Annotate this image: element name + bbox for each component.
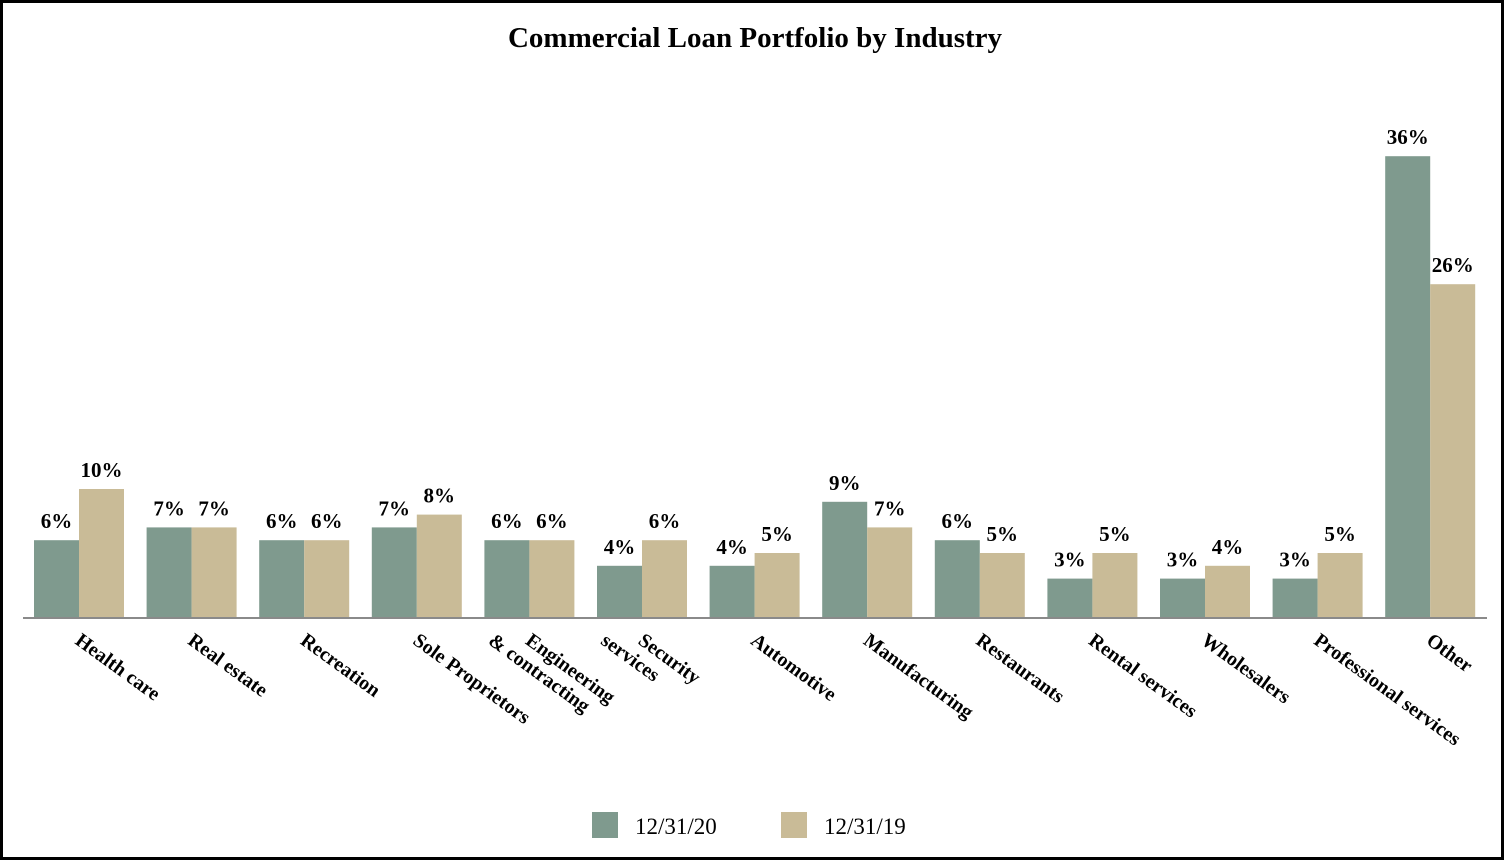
bar-series1-7 [822,501,868,617]
category-label-line: Other [1422,629,1476,677]
bars-layer [34,156,1476,617]
data-label: 6% [41,509,73,533]
data-label: 6% [536,509,568,533]
data-label: 36% [1387,125,1429,149]
category-label: Automotive [747,629,841,706]
category-labels-layer: Health care Real estate Recreation Sole Pro… [71,629,1477,750]
data-label: 4% [716,535,748,559]
bar-series1-12 [1385,156,1431,617]
category-label-line: Wholesalers [1197,629,1295,708]
data-label: 8% [424,484,456,508]
data-label: 5% [761,522,793,546]
data-label: 6% [491,509,523,533]
data-label: 4% [1212,535,1244,559]
bar-series2-8 [979,553,1025,617]
data-label: 3% [1279,548,1311,572]
legend-label-1: 12/31/20 [635,814,717,839]
data-label: 3% [1167,548,1199,572]
category-label-line: Rental services [1084,629,1201,722]
category-label: Health care [71,629,164,705]
category-label-line: Restaurants [972,629,1069,708]
legend-swatch-2 [781,812,807,838]
bar-series1-10 [1160,578,1205,617]
bar-series1-4 [484,540,530,617]
legend-label-2: 12/31/19 [824,814,906,839]
category-label-line: Real estate [184,629,272,701]
bar-series1-5 [597,565,642,617]
data-label: 7% [153,496,185,520]
data-label: 6% [942,509,974,533]
data-label: 26% [1432,253,1474,277]
bar-series2-5 [642,540,687,617]
bar-series2-4 [529,540,575,617]
data-label: 7% [874,496,906,520]
bar-series1-1 [146,527,192,617]
category-label-line: Manufacturing [859,629,977,723]
data-label: 6% [311,509,343,533]
category-label-line: Automotive [747,629,841,706]
category-label: Other [1422,629,1476,677]
category-label: Restaurants [972,629,1069,708]
data-label: 3% [1054,548,1086,572]
bar-series1-0 [34,540,79,617]
data-label: 4% [604,535,636,559]
category-label: Real estate [184,629,272,701]
category-label: Manufacturing [859,629,977,723]
data-label: 7% [379,496,411,520]
legend: 12/31/20 12/31/19 [592,812,906,839]
bar-series1-3 [371,527,417,617]
bar-series1-2 [259,540,305,617]
bar-series2-0 [79,489,124,617]
data-label: 7% [198,496,230,520]
bar-series1-11 [1272,578,1318,617]
data-label: 5% [1099,522,1131,546]
data-labels-layer: 6% 10% 7% 7% 6% 6% 7% 8% 6% 6% 4% 6% 4% 5% 9% 7% 6% 5% 3% 5… [41,125,1474,571]
category-label-line: Health care [71,629,164,705]
data-label: 6% [266,509,298,533]
data-label: 9% [829,471,861,495]
data-label: 6% [649,509,681,533]
bar-series1-6 [709,565,755,617]
bar-series2-3 [416,514,462,617]
category-label: Rental services [1084,629,1201,722]
legend-swatch-1 [592,812,618,838]
bar-chart: Commercial Loan Portfolio by Industry 6%… [23,22,1487,839]
bar-series2-11 [1317,553,1363,617]
bar-series1-9 [1047,578,1093,617]
category-label: Recreation [296,629,384,701]
category-label-line: Recreation [296,629,384,701]
bar-series2-2 [304,540,350,617]
data-label: 10% [81,458,123,482]
bar-series2-9 [1092,553,1138,617]
bar-series2-10 [1205,565,1250,617]
category-label: Wholesalers [1197,629,1295,708]
data-label: 5% [1324,522,1356,546]
bar-series2-1 [191,527,237,617]
bar-series2-7 [867,527,913,617]
bar-series1-8 [934,540,980,617]
chart-title: Commercial Loan Portfolio by Industry [508,22,1003,54]
data-label: 5% [987,522,1019,546]
bar-series2-12 [1430,284,1476,617]
bar-series2-6 [754,553,800,617]
